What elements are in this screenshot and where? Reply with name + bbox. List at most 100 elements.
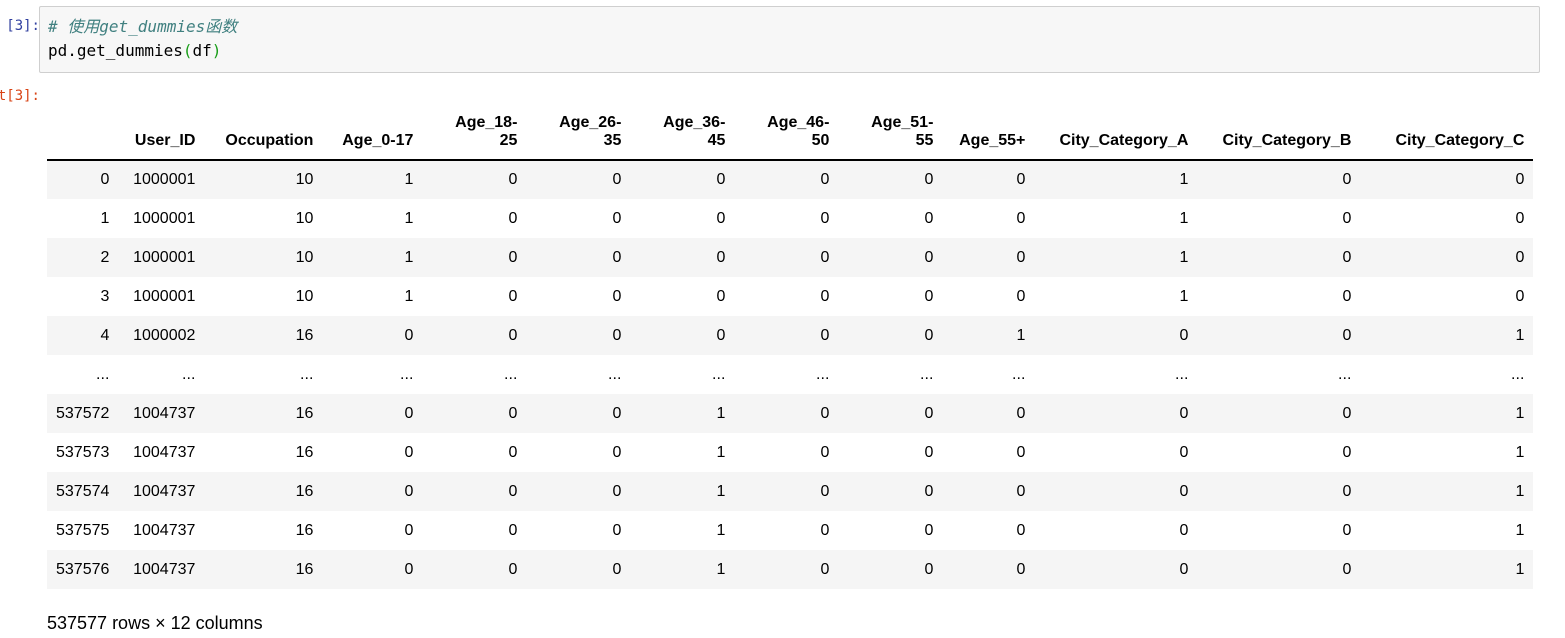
table-row: 2 1000001 10 1 0 0 0 0 0 0 1 0 0 <box>47 238 1534 277</box>
table-cell: 0 <box>924 248 934 266</box>
column-header: City_Category_A <box>1034 108 1198 161</box>
table-cell: 1 <box>404 209 414 227</box>
table-cell: 1000001 <box>133 209 196 227</box>
table-cell: 0 <box>1342 521 1352 539</box>
row-index-cell: 1 <box>100 209 110 227</box>
table-cell: 1 <box>1515 521 1525 539</box>
table-cell: 0 <box>716 171 726 188</box>
table-cell: 0 <box>404 443 414 461</box>
table-cell: 0 <box>404 482 414 500</box>
table-cell: 0 <box>1179 560 1189 578</box>
dataframe-table: User_ID Occupation Age_0-17 Age_18- 25 Age_2… <box>47 108 1534 589</box>
table-row: 0 1000001 10 1 0 0 0 0 0 0 1 0 0 <box>47 160 1534 199</box>
column-header: Age_46- 50 <box>734 108 839 161</box>
table-cell: ... <box>400 365 414 383</box>
table-cell: 0 <box>1016 560 1026 578</box>
table-cell: 0 <box>924 326 934 344</box>
table-cell: 0 <box>612 171 622 188</box>
table-cell: 0 <box>404 560 414 578</box>
table-cell: 0 <box>508 287 518 305</box>
table-cell: 0 <box>1179 482 1189 500</box>
table-cell: 1004737 <box>133 404 196 422</box>
dataframe-body: 0 1000001 10 1 0 0 0 0 0 0 1 0 0 1 1000001 10 1 0 0 0 0 0 0 1 0 0… <box>47 160 1534 589</box>
table-cell: 1000002 <box>133 326 196 344</box>
table-cell: 0 <box>820 326 830 344</box>
table-cell: 16 <box>295 443 314 461</box>
table-cell: 1 <box>1179 248 1189 266</box>
table-cell: 0 <box>612 521 622 539</box>
table-cell: 1004737 <box>133 560 196 578</box>
column-header: Age_0-17 <box>322 108 423 161</box>
table-cell: 0 <box>612 443 622 461</box>
table-cell: 1 <box>1016 326 1026 344</box>
table-cell: ... <box>608 365 622 383</box>
table-cell: 1 <box>404 248 414 266</box>
table-cell: 0 <box>820 560 830 578</box>
table-cell: ... <box>920 365 934 383</box>
table-cell: 0 <box>924 560 934 578</box>
table-cell: 0 <box>924 521 934 539</box>
table-cell: 0 <box>820 404 830 422</box>
code-cell-editor[interactable]: # 使用get_dummies函数 pd.get_dummies(df) <box>39 6 1540 73</box>
row-index-cell: 537576 <box>56 560 110 578</box>
table-cell: 0 <box>404 404 414 422</box>
table-cell: 16 <box>295 560 314 578</box>
table-cell: 0 <box>1016 171 1026 188</box>
table-cell: 1 <box>1179 287 1189 305</box>
table-cell: 1 <box>1179 171 1189 188</box>
index-header <box>47 108 119 161</box>
table-cell: 0 <box>1342 482 1352 500</box>
table-cell: 0 <box>1342 287 1352 305</box>
table-cell: 0 <box>1179 521 1189 539</box>
table-cell: 0 <box>924 443 934 461</box>
table-cell: 1 <box>1515 404 1525 422</box>
table-cell: 0 <box>612 560 622 578</box>
table-cell: 0 <box>716 326 726 344</box>
table-cell: 0 <box>404 521 414 539</box>
table-cell: 0 <box>716 209 726 227</box>
row-index-cell: 537575 <box>56 521 110 539</box>
table-cell: 0 <box>508 209 518 227</box>
table-cell: 16 <box>295 326 314 344</box>
dataframe-output: User_ID Occupation Age_0-17 Age_18- 25 Age_2… <box>47 108 1534 589</box>
table-row: 537572 1004737 16 0 0 0 1 0 0 0 0 0 1 <box>47 394 1534 433</box>
table-cell: 1000001 <box>133 171 196 188</box>
table-cell: 0 <box>612 326 622 344</box>
table-cell: 0 <box>1016 521 1026 539</box>
table-cell: 0 <box>820 482 830 500</box>
table-cell: 16 <box>295 521 314 539</box>
row-index-cell: 537572 <box>56 404 110 422</box>
table-cell: 0 <box>1016 248 1026 266</box>
table-cell: 0 <box>924 404 934 422</box>
table-cell: 0 <box>508 171 518 188</box>
table-cell: 1004737 <box>133 521 196 539</box>
table-cell: ... <box>1338 365 1352 383</box>
table-cell: 0 <box>1342 209 1352 227</box>
table-cell: 0 <box>1179 326 1189 344</box>
column-header: Age_51- 55 <box>838 108 943 161</box>
table-row: 537574 1004737 16 0 0 0 1 0 0 0 0 0 1 <box>47 472 1534 511</box>
table-cell: 1 <box>716 560 726 578</box>
column-header: Age_18- 25 <box>422 108 527 161</box>
dataframe-shape-footer: 537577 rows × 12 columns <box>47 613 263 633</box>
table-cell: 1 <box>716 443 726 461</box>
row-index-cell: 4 <box>100 326 110 344</box>
table-cell: 0 <box>1342 171 1352 188</box>
row-index-cell: ... <box>96 365 110 383</box>
table-cell: 0 <box>508 443 518 461</box>
table-cell: ... <box>182 365 196 383</box>
table-cell: 0 <box>820 209 830 227</box>
table-cell: 10 <box>295 287 314 305</box>
table-cell: 0 <box>508 326 518 344</box>
table-cell: 0 <box>716 287 726 305</box>
table-cell: 0 <box>612 209 622 227</box>
table-cell: 1 <box>716 482 726 500</box>
table-cell: 0 <box>820 171 830 188</box>
table-cell: ... <box>712 365 726 383</box>
table-cell: 0 <box>1016 443 1026 461</box>
table-cell: 0 <box>508 404 518 422</box>
table-cell: 0 <box>1515 287 1525 305</box>
table-cell: 1 <box>404 171 414 188</box>
table-cell: 0 <box>1179 404 1189 422</box>
table-cell: ... <box>816 365 830 383</box>
